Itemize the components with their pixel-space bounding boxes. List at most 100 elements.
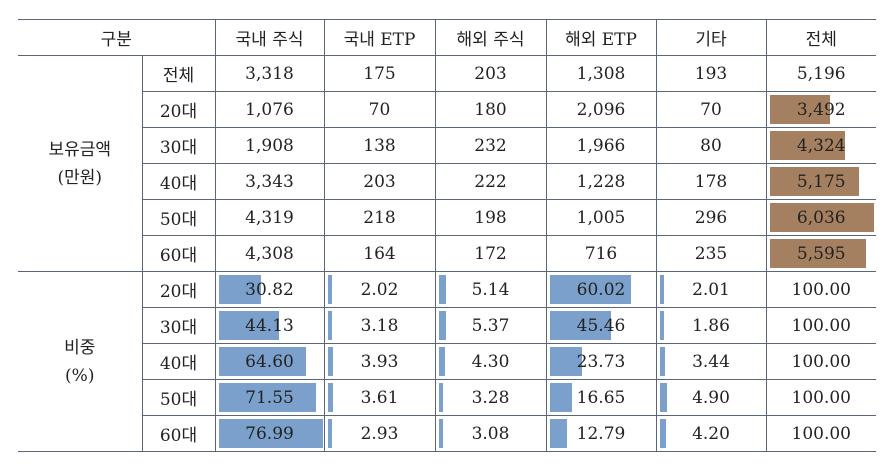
cell-other: 3.44 xyxy=(655,343,767,380)
header-category: 구분 xyxy=(18,19,216,56)
cell-total: 100.00 xyxy=(765,379,876,416)
table-row: 50대 71.55 3.61 3.28 16.65 4.90 100.00 xyxy=(18,379,876,416)
cell-value: 716 xyxy=(584,243,618,264)
cell-value: 6,036 xyxy=(796,207,846,228)
cell-domestic-etp: 2.02 xyxy=(323,271,436,308)
cell-foreign-etp: 23.73 xyxy=(545,343,657,380)
data-bar xyxy=(438,311,446,340)
data-bar xyxy=(549,419,567,448)
cell-value: 12.79 xyxy=(576,423,626,444)
table-row: 30대 44.13 3.18 5.37 45.46 1.86 100.00 xyxy=(18,307,876,344)
age-label: 60대 xyxy=(142,235,216,272)
cell-total: 100.00 xyxy=(765,307,876,344)
age-label: 40대 xyxy=(142,163,216,200)
cell-value: 70 xyxy=(700,99,722,120)
data-bar xyxy=(659,347,665,376)
cell-value: 3.93 xyxy=(360,351,399,372)
cell-value: 60.02 xyxy=(576,279,626,300)
cell-value: 70 xyxy=(368,99,391,120)
cell-value: 5,196 xyxy=(796,63,846,84)
cell-foreign-stock: 203 xyxy=(434,55,547,92)
cell-value: 4.30 xyxy=(471,351,510,372)
cell-foreign-stock: 3.08 xyxy=(434,415,547,452)
cell-domestic-stock: 4,308 xyxy=(214,235,325,272)
cell-foreign-etp: 12.79 xyxy=(545,415,657,452)
cell-other: 193 xyxy=(655,55,767,92)
cell-foreign-etp: 1,228 xyxy=(545,163,657,200)
data-bar xyxy=(659,275,664,304)
header-total: 전체 xyxy=(765,19,876,56)
data-bar xyxy=(659,383,667,412)
cell-value: 100.00 xyxy=(791,279,851,300)
header-domestic-stock: 국내 주식 xyxy=(214,19,325,56)
data-bar xyxy=(327,419,332,448)
cell-value: 4,324 xyxy=(796,135,846,156)
cell-value: 71.55 xyxy=(245,387,294,408)
age-label: 30대 xyxy=(142,127,216,164)
cell-domestic-etp: 175 xyxy=(323,55,436,92)
cell-foreign-etp: 1,308 xyxy=(545,55,657,92)
data-bar xyxy=(218,347,306,376)
cell-value: 222 xyxy=(474,171,507,192)
data-bar xyxy=(218,275,261,304)
group-label-unit: (만원) xyxy=(57,167,103,188)
cell-domestic-stock: 3,343 xyxy=(214,163,325,200)
cell-domestic-stock: 1,908 xyxy=(214,127,325,164)
data-bar xyxy=(327,383,333,412)
cell-value: 3.28 xyxy=(471,387,510,408)
cell-value: 16.65 xyxy=(576,387,626,408)
cell-domestic-stock: 1,076 xyxy=(214,91,325,128)
cell-value: 138 xyxy=(363,135,396,156)
cell-value: 198 xyxy=(474,207,507,228)
table-row: 40대 3,343 203 222 1,228 178 5,175 xyxy=(18,163,876,200)
cell-domestic-stock: 64.60 xyxy=(214,343,325,380)
cell-foreign-etp: 16.65 xyxy=(545,379,657,416)
cell-other: 4.20 xyxy=(655,415,767,452)
cell-value: 100.00 xyxy=(791,351,851,372)
cell-value: 178 xyxy=(694,171,728,192)
data-bar xyxy=(218,311,279,340)
header-row: 구분 국내 주식 국내 ETP 해외 주식 해외 ETP 기타 전체 xyxy=(18,19,876,56)
cell-value: 100.00 xyxy=(791,315,851,336)
cell-value: 5.37 xyxy=(471,315,510,336)
cell-total: 3,492 xyxy=(765,91,876,128)
header-other: 기타 xyxy=(655,19,767,56)
cell-foreign-stock: 222 xyxy=(434,163,547,200)
cell-domestic-etp: 2.93 xyxy=(323,415,436,452)
cell-value: 80 xyxy=(700,135,722,156)
cell-value: 1,966 xyxy=(576,135,626,156)
cell-domestic-etp: 3.93 xyxy=(323,343,436,380)
data-bar xyxy=(218,419,323,448)
cell-value: 180 xyxy=(474,99,507,120)
cell-other: 178 xyxy=(655,163,767,200)
table-row: 60대 76.99 2.93 3.08 12.79 4.20 100.00 xyxy=(18,415,876,452)
data-bar xyxy=(549,347,582,376)
cell-domestic-stock: 44.13 xyxy=(214,307,325,344)
cell-value: 76.99 xyxy=(245,423,294,444)
cell-foreign-etp: 716 xyxy=(545,235,657,272)
header-domestic-etp: 국내 ETP xyxy=(323,19,436,56)
cell-total: 100.00 xyxy=(765,271,876,308)
header-foreign-stock: 해외 주식 xyxy=(434,19,547,56)
data-bar xyxy=(549,383,572,412)
cell-value: 1,005 xyxy=(576,207,626,228)
cell-other: 4.90 xyxy=(655,379,767,416)
cell-domestic-etp: 70 xyxy=(323,91,436,128)
cell-value: 100.00 xyxy=(791,387,851,408)
cell-value: 1,076 xyxy=(245,99,294,120)
cell-domestic-stock: 30.82 xyxy=(214,271,325,308)
cell-value: 203 xyxy=(474,63,507,84)
cell-value: 175 xyxy=(363,63,396,84)
header-foreign-etp: 해외 ETP xyxy=(545,19,657,56)
age-label: 20대 xyxy=(142,91,216,128)
cell-foreign-etp: 1,966 xyxy=(545,127,657,164)
cell-value: 5,595 xyxy=(796,243,846,264)
cell-value: 3,343 xyxy=(245,171,294,192)
cell-foreign-etp: 1,005 xyxy=(545,199,657,236)
cell-domestic-stock: 4,319 xyxy=(214,199,325,236)
data-bar xyxy=(769,203,874,232)
age-label: 40대 xyxy=(142,343,216,380)
cell-domestic-etp: 138 xyxy=(323,127,436,164)
data-bar xyxy=(438,383,443,412)
cell-other: 80 xyxy=(655,127,767,164)
